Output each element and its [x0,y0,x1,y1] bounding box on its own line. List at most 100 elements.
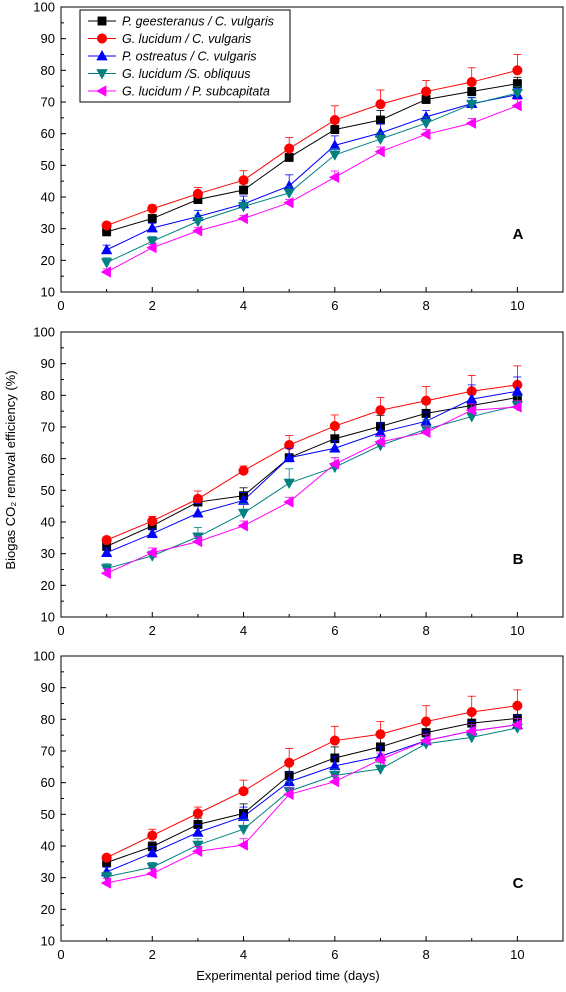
data-point [100,258,113,269]
data-point [147,203,158,214]
data-point [146,241,157,254]
data-point [420,426,431,439]
y-tick-label: 20 [41,902,55,917]
data-point [421,395,432,406]
y-axis-title: Biogas CO₂ removal efficiency (%) [3,370,18,569]
data-point [511,88,524,100]
x-tick-label: 0 [57,947,64,962]
series-line [106,705,518,859]
data-point [329,735,340,746]
data-point [329,150,341,161]
x-tick-label: 2 [149,947,156,962]
series-line [106,404,518,570]
series-line [106,83,518,233]
data-point [238,465,249,476]
data-point [146,862,158,874]
series-5 [100,717,522,889]
series-4 [100,86,524,269]
y-tick-label: 80 [41,712,55,727]
y-tick-label: 70 [41,420,55,435]
y-tick-label: 40 [41,515,55,530]
x-axis-title: Experimental period time (days) [196,968,380,983]
x-tick-label: 2 [149,623,156,638]
series-4 [100,395,524,575]
data-point [374,764,387,776]
data-point [192,840,204,852]
series-line [106,724,518,873]
data-point [237,508,250,520]
series-3 [100,376,524,558]
data-point [100,546,113,558]
legend-entry: G. lucidum /S. obliquus [122,67,251,81]
data-point [192,188,203,199]
series-line [106,94,518,251]
data-point [238,175,249,186]
y-tick-label: 30 [41,546,55,561]
series-4 [100,721,524,883]
x-tick-label: 8 [422,947,429,962]
chart-panel-b: 10 20 30 40 50 60 70 80 90 100 0 2 4 6 8 10 B [33,325,564,638]
y-tick-label: 80 [41,63,55,78]
data-point [238,786,249,797]
data-point [465,117,477,129]
y-tick-label: 10 [41,610,55,625]
data-point [375,729,386,740]
legend-marker [96,49,108,61]
series-line [106,390,518,554]
data-point [237,839,248,851]
data-point [466,99,478,111]
data-point [511,401,522,413]
data-point [146,867,157,880]
data-point [512,65,523,76]
y-tick-label: 10 [41,934,55,949]
data-point [192,826,204,837]
data-point [511,100,522,112]
series-line [106,727,518,878]
data-point [146,237,158,248]
y-tick-label: 60 [41,126,55,141]
data-point [328,171,340,184]
data-point [466,393,478,404]
legend-entry: P. ostreatus / C. vulgaris [122,50,257,64]
series-line [106,384,518,541]
data-point [237,202,250,213]
y-tick-label: 20 [41,253,55,268]
y-tick-label: 60 [41,451,55,466]
y-tick-label: 100 [33,649,55,664]
data-point [237,212,248,225]
x-tick-label: 10 [510,947,524,962]
series-line [106,724,518,884]
data-point [374,146,385,158]
x-tick-label: 4 [240,623,247,638]
data-point [192,217,204,228]
data-point [284,757,295,768]
series-5 [100,400,522,580]
series-1 [102,386,522,551]
data-point [192,808,203,819]
data-point [330,434,340,444]
series-2 [101,365,523,546]
series-3 [100,87,524,255]
data-point [101,852,112,863]
data-point [101,220,112,231]
chart-panel-c: 10 20 30 40 50 60 70 80 90 100 0 2 4 6 8 10 C [33,649,564,962]
data-point [466,77,477,88]
data-point [283,188,295,199]
plot-frame [60,655,564,942]
data-point [100,266,111,278]
x-tick-label: 10 [510,298,524,313]
y-tick-label: 100 [33,325,55,340]
data-point [421,716,432,727]
data-point [420,118,432,130]
data-point [100,877,111,889]
y-tick-label: 70 [41,95,55,110]
data-point [191,225,203,237]
y-tick-label: 10 [41,285,55,300]
data-point [283,196,294,209]
series-line [106,69,518,226]
series-line [106,406,518,574]
data-point [192,507,204,518]
data-point [512,700,523,711]
series-5 [100,99,522,278]
